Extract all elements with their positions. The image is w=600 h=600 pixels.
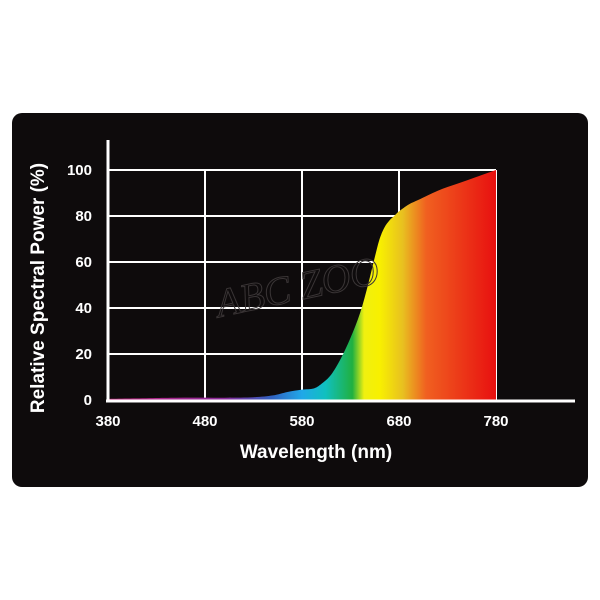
y-tick-label: 0 [84,392,92,409]
x-tick-label: 680 [386,413,411,430]
watermark: ABC ZOO [209,248,383,327]
y-axis-label: Relative Spectral Power (%) [28,163,49,413]
axes [106,140,575,403]
x-axis-label: Wavelength (nm) [240,442,392,463]
y-tick-label: 20 [75,346,92,363]
x-tick-label: 580 [289,413,314,430]
y-tick-label: 100 [67,162,92,179]
y-tick-labels: 0 20 40 60 80 100 [67,162,92,409]
y-tick-label: 60 [75,254,92,271]
spectrum-area [108,170,496,400]
x-tick-label: 480 [192,413,217,430]
y-tick-label: 40 [75,300,92,317]
x-tick-label: 780 [483,413,508,430]
x-tick-labels: 380 480 580 680 780 [95,413,508,430]
y-tick-label: 80 [75,208,92,225]
x-tick-label: 380 [95,413,120,430]
